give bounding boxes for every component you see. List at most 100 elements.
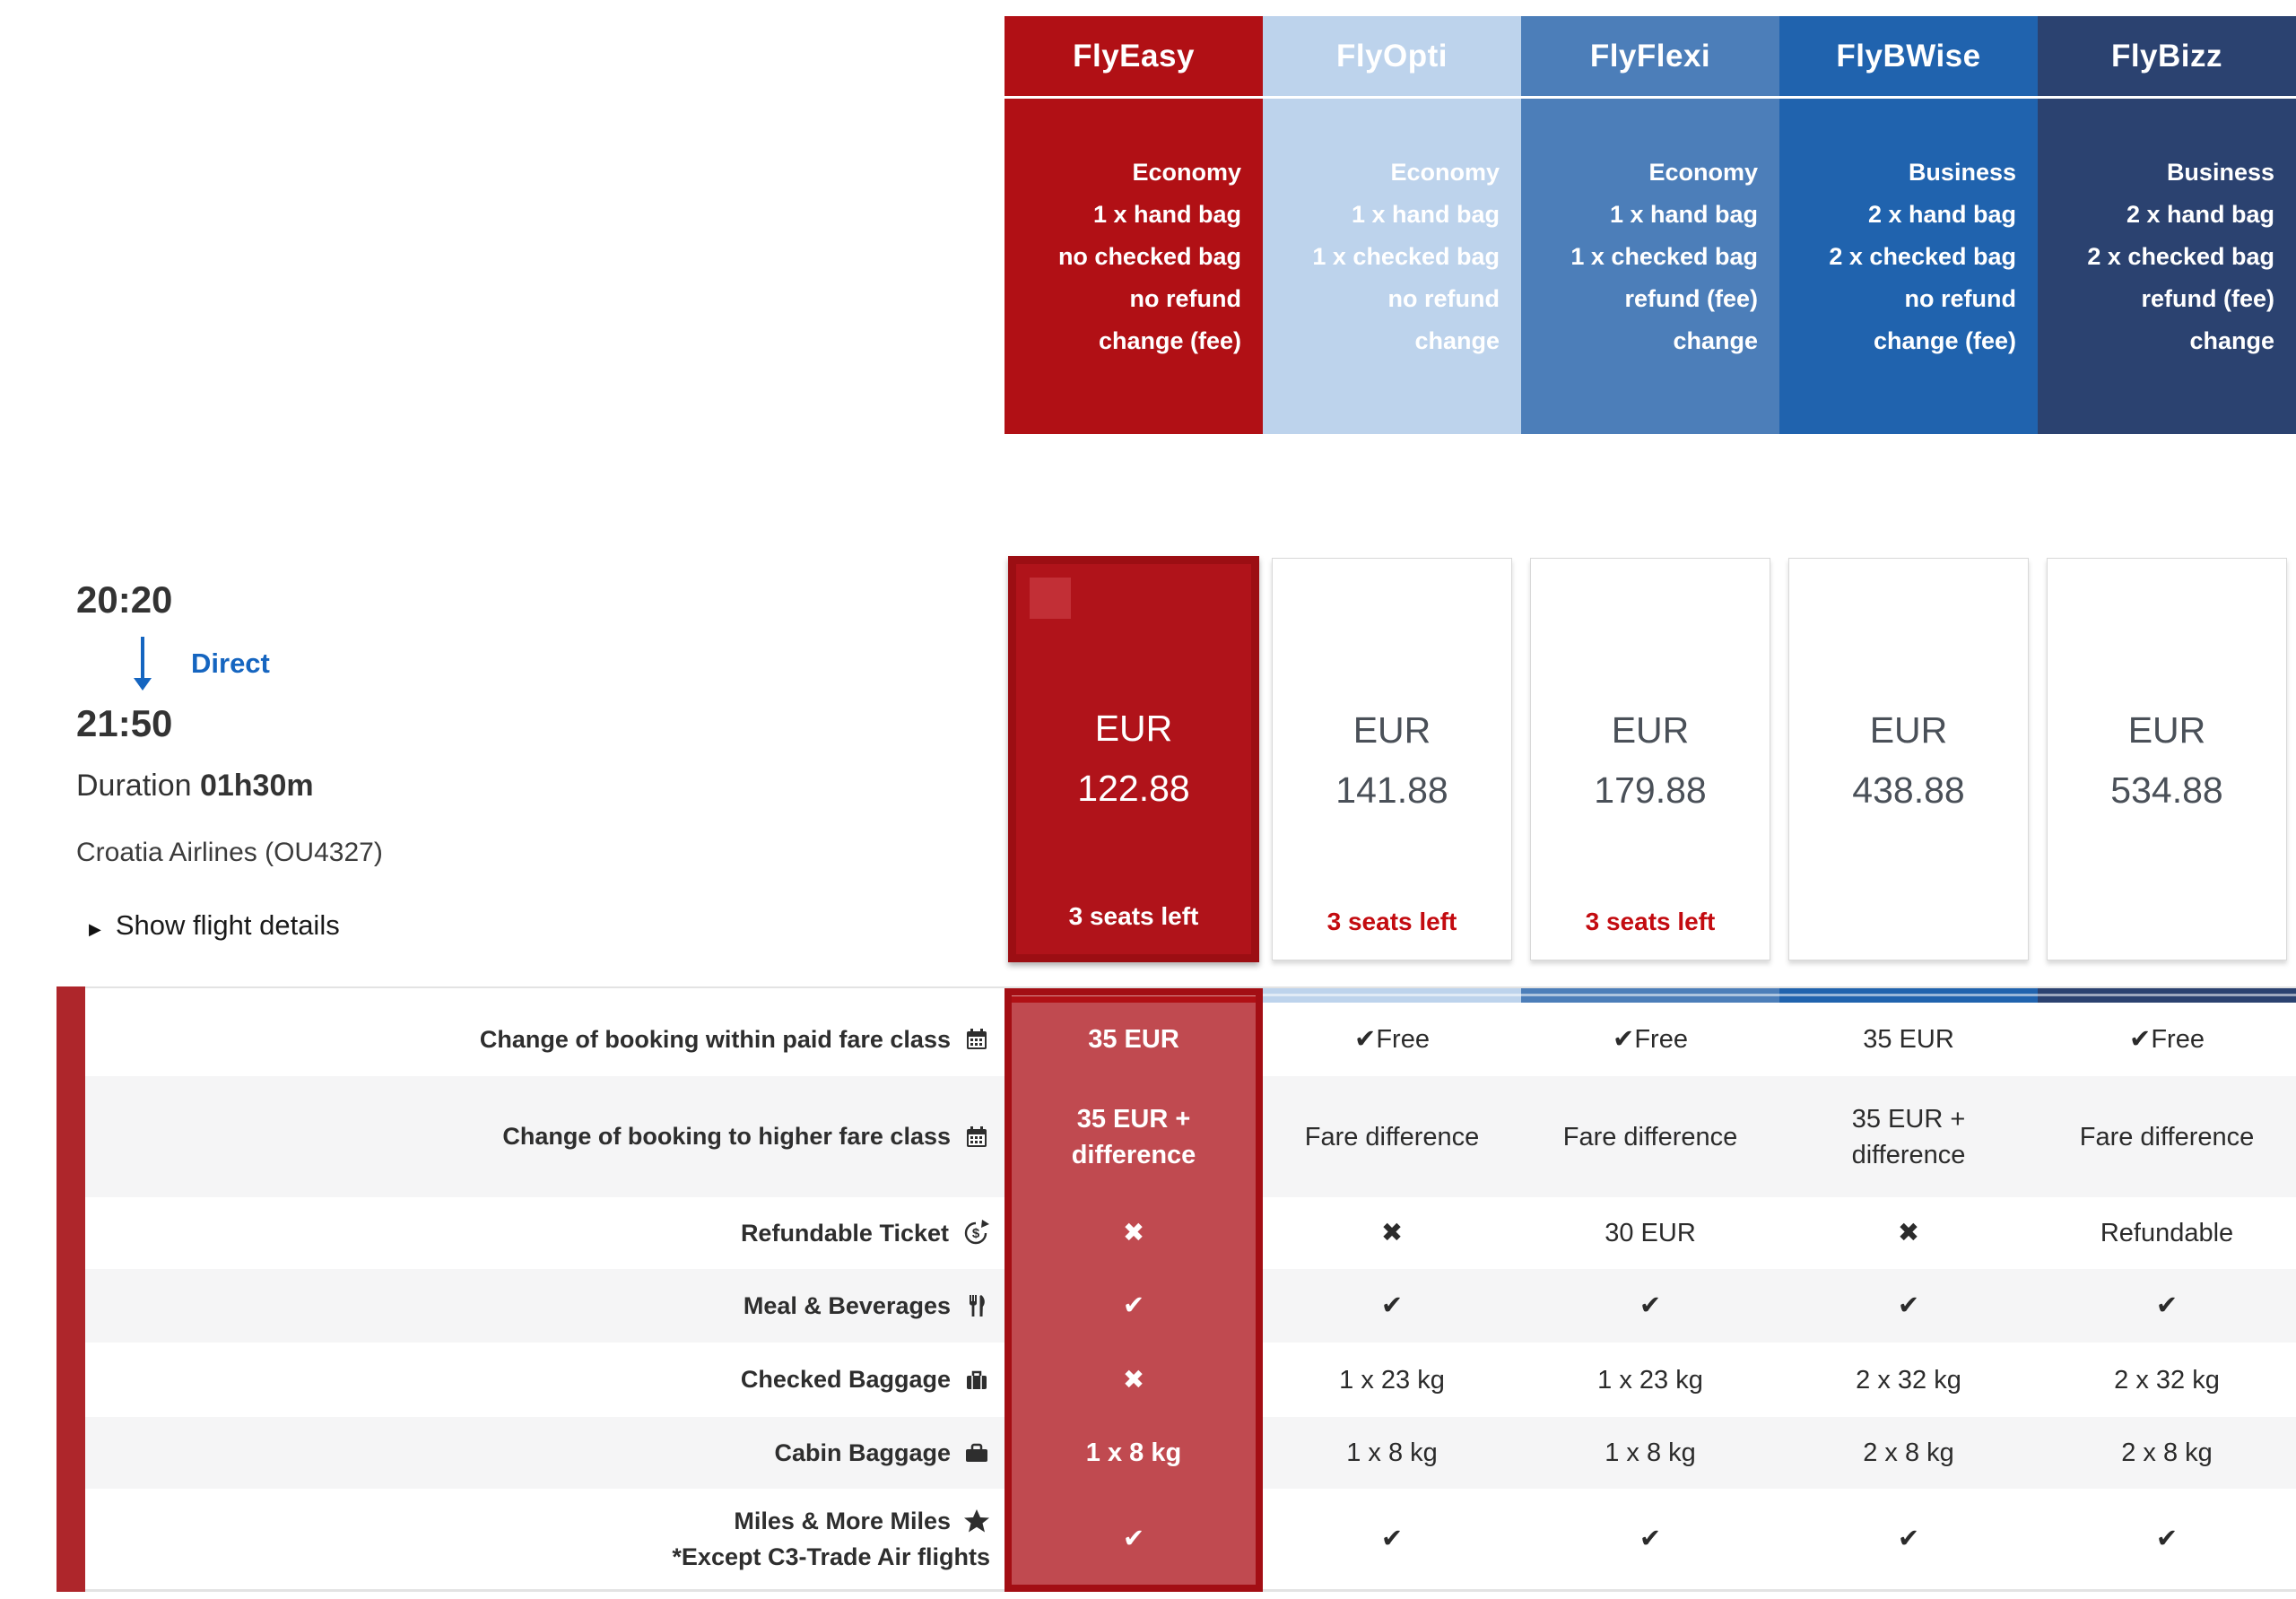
feature-line: 1 x hand bag (1092, 201, 1241, 228)
cabin-baggage-icon (963, 1439, 990, 1466)
fare-header-flyflexi: FlyFlexi Economy 1 x hand bag 1 x checke… (1521, 16, 1779, 434)
row-label-text: Checked Baggage (740, 1366, 951, 1393)
row-label-text: Change of booking to higher fare class (502, 1123, 951, 1150)
price: EUR 179.88 (1594, 700, 1706, 821)
price: EUR 122.88 (1077, 699, 1189, 819)
row-label: Meal & Beverages (85, 1269, 1004, 1343)
price-currency: EUR (1352, 709, 1431, 751)
fare-name: FlyFlexi (1589, 38, 1711, 74)
cell-flyflexi: 30 EUR (1605, 1219, 1696, 1247)
flight-summary: 20:20 Direct 21:50 Duration 01h30m Croat… (76, 578, 578, 942)
row-label: Checked Baggage (85, 1343, 1004, 1417)
feature-line: change (fee) (1873, 327, 2016, 354)
meal-icon (963, 1292, 990, 1319)
row-label-text: Refundable Ticket (740, 1219, 949, 1247)
fare-card-flybwise[interactable]: EUR 438.88 (1788, 558, 2029, 960)
feature-line: 2 x hand bag (2126, 201, 2274, 228)
table-row: Meal & Beverages ✔ ✔ ✔ ✔ ✔ (85, 1269, 2296, 1343)
cell-flybwise: 2 x 32 kg (1856, 1365, 1961, 1395)
table-row: Cabin Baggage 1 x 8 kg 1 x 8 kg 1 x 8 kg… (85, 1417, 2296, 1489)
down-arrow-icon (134, 637, 152, 691)
cell-flyeasy: 35 EUR + difference (1004, 1076, 1263, 1197)
cell-flybwise: 35 EUR + difference (1851, 1104, 1966, 1169)
table-row: Checked Baggage ✖ 1 x 23 kg 1 x 23 kg 2 … (85, 1343, 2296, 1417)
show-flight-details-toggle[interactable]: Show flight details (89, 909, 578, 942)
carrier-name: Croatia Airlines (OU4327) (76, 838, 383, 867)
cabin-class: Economy (1390, 159, 1500, 186)
feature-line: refund (fee) (2141, 285, 2275, 312)
fare-card-flyopti[interactable]: EUR 141.88 3 seats left (1272, 558, 1512, 960)
price: EUR 141.88 (1335, 700, 1448, 821)
cabin-class: Economy (1132, 159, 1241, 186)
fare-header-flybizz: FlyBizz Business 2 x hand bag 2 x checke… (2038, 16, 2296, 434)
route-indicator: Direct (134, 634, 578, 693)
price-currency: EUR (1611, 709, 1690, 751)
row-label-text: Cabin Baggage (774, 1438, 951, 1466)
card-slot: EUR 141.88 3 seats left (1263, 556, 1521, 962)
card-slot: EUR 534.88 (2038, 556, 2296, 962)
row-label-text: Meal & Beverages (743, 1291, 951, 1319)
seats-left-note: 3 seats left (1585, 908, 1716, 935)
cabin-class: Business (1908, 159, 2016, 186)
cell-flybizz: Refundable (2100, 1219, 2234, 1247)
fare-header-flyopti: FlyOpti Economy 1 x hand bag 1 x checked… (1263, 16, 1521, 434)
row-label: Change of booking to higher fare class (85, 1076, 1004, 1197)
cell-flyopti: 1 x 23 kg (1339, 1365, 1445, 1395)
price-currency: EUR (1869, 709, 1948, 751)
fare-class-header-row: FlyEasy Economy 1 x hand bag no checked … (1004, 16, 2296, 434)
cell-flyeasy: ✔ (1004, 1489, 1263, 1589)
cell-flyflexi: Fare difference (1562, 1122, 1738, 1151)
table-top-border (85, 986, 2296, 988)
seats-left-note: 3 seats left (1068, 902, 1199, 930)
feature-line: change (2189, 327, 2274, 354)
row-label: Miles & More Miles *Except C3-Trade Air … (85, 1489, 1004, 1589)
cabin-class: Economy (1648, 159, 1758, 186)
strip-divider-line (1004, 994, 2296, 996)
fare-description: Economy 1 x hand bag 1 x checked bag no … (1263, 96, 1521, 362)
fare-name: FlyBWise (1836, 38, 1981, 74)
cell-flyeasy: 1 x 8 kg (1004, 1417, 1263, 1489)
row-label: Cabin Baggage (85, 1417, 1004, 1489)
refund-icon: $ (961, 1219, 990, 1247)
fare-price-cards: EUR 122.88 3 seats left EUR 141.88 3 sea… (1004, 556, 2296, 962)
fare-card-flyeasy[interactable]: EUR 122.88 3 seats left (1008, 556, 1259, 962)
card-slot: EUR 179.88 3 seats left (1521, 556, 1779, 962)
feature-line: 1 x hand bag (1609, 201, 1758, 228)
cell-flybizz: ✔ (2155, 1525, 2179, 1553)
feature-line: no refund (1387, 285, 1500, 312)
selected-fare-checkbox[interactable] (1030, 578, 1071, 619)
feature-line: refund (fee) (1624, 285, 1759, 312)
table-row: Change of booking to higher fare class 3… (85, 1076, 2296, 1197)
fare-card-flyflexi[interactable]: EUR 179.88 3 seats left (1530, 558, 1770, 960)
arrival-time: 21:50 (76, 702, 173, 744)
cell-flyopti: ✔Free (1354, 1025, 1430, 1054)
cell-flyflexi: ✔ (1639, 1525, 1662, 1553)
cell-flybizz: Fare difference (2079, 1122, 2255, 1151)
price-amount: 438.88 (1852, 769, 1965, 811)
star-icon (963, 1508, 990, 1534)
card-slot: EUR 438.88 (1779, 556, 2038, 962)
table-left-accent-bar (57, 986, 85, 1592)
stops-label: Direct (191, 647, 270, 679)
fare-description: Business 2 x hand bag 2 x checked bag no… (1779, 96, 2038, 362)
departure-time: 20:20 (76, 578, 173, 621)
calendar-icon (963, 1124, 990, 1151)
table-row: Refundable Ticket $ ✖ ✖ 30 EUR ✖ Refunda… (85, 1197, 2296, 1269)
column-color-strips (1004, 988, 2296, 1003)
fare-name: FlyOpti (1335, 38, 1448, 74)
price-currency: EUR (1094, 708, 1173, 749)
cell-flyflexi: ✔Free (1613, 1025, 1688, 1054)
show-flight-details-label: Show flight details (115, 909, 340, 941)
feature-line: 2 x checked bag (2087, 243, 2274, 270)
table-row: Miles & More Miles *Except C3-Trade Air … (85, 1489, 2296, 1589)
cell-flyeasy: 35 EUR (1004, 1003, 1263, 1076)
cell-flybizz: ✔Free (2129, 1025, 2205, 1054)
fare-card-flybizz[interactable]: EUR 534.88 (2047, 558, 2287, 960)
cell-flybizz: 2 x 32 kg (2114, 1365, 2220, 1395)
cell-flybwise: ✖ (1897, 1219, 1920, 1247)
feature-line: 1 x hand bag (1351, 201, 1500, 228)
fare-description: Business 2 x hand bag 2 x checked bag re… (2038, 96, 2296, 362)
feature-line: 2 x hand bag (1867, 201, 2016, 228)
price: EUR 438.88 (1852, 700, 1964, 821)
cell-flybwise: ✔ (1897, 1525, 1920, 1553)
